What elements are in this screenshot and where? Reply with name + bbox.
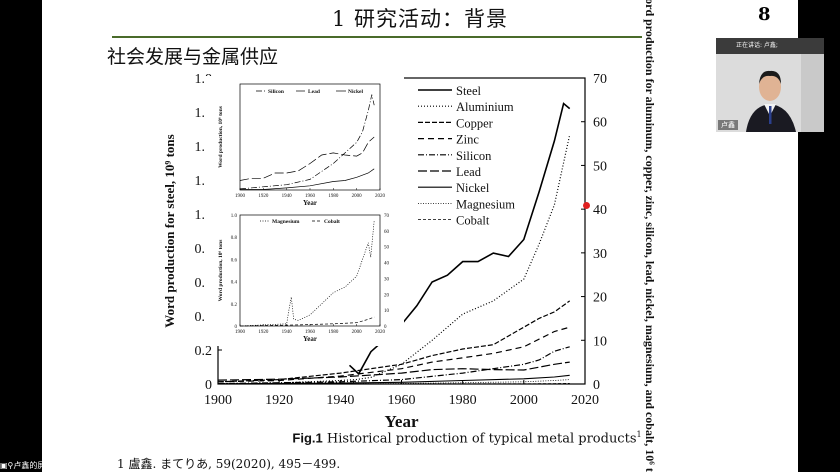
inset-y-tick-label-1-0: 1.0	[231, 214, 238, 219]
inset-y-right-tick-label-30: 30	[384, 277, 390, 282]
y-right-tick-label-10: 10	[593, 334, 607, 349]
laser-pointer	[583, 202, 590, 209]
y-right-tick-label-50: 50	[593, 159, 607, 174]
legend-label-nickel: Nickel	[456, 181, 490, 195]
share-status-label: 卢鑫的屏幕共享	[13, 461, 70, 470]
inset-y-axis-label: Word production, 10⁶ tons	[218, 106, 224, 168]
speaker-video	[716, 54, 824, 132]
inset-x-tick-label-1980: 1980	[328, 194, 339, 199]
caption-text: Historical production of typical metal p…	[322, 431, 637, 447]
legend-label-silicon: Silicon	[456, 149, 492, 163]
series-line-copper	[217, 300, 571, 383]
y-right-tick-label-30: 30	[593, 247, 607, 262]
legend-label-cobalt: Cobalt	[456, 214, 490, 228]
inset-x-axis-label: Year	[303, 199, 317, 207]
inset-y-tick-label-0-8: 0.8	[231, 236, 238, 241]
inset-series-line-magnesium	[239, 220, 375, 327]
screen-share-status[interactable]: ▣⚲卢鑫的屏幕共享	[0, 460, 110, 472]
y-right-tick-label-60: 60	[593, 116, 607, 131]
legend-label-steel: Steel	[456, 84, 482, 98]
inset-x-tick-label-1960: 1960	[305, 330, 316, 335]
production-chart: 1900 1920 1940 1960 1980 2000 202000.20.40.60.…	[162, 0, 657, 472]
share-status-icon: ▣⚲	[0, 461, 14, 470]
inset-legend-label-nickel: Nickel	[348, 89, 363, 95]
inset-legend-label-lead: Lead	[308, 89, 320, 95]
inset-background	[204, 207, 404, 346]
slide-title: 1 研究活动：背景	[331, 7, 509, 31]
y-right-tick-label-20: 20	[593, 291, 607, 306]
inset-y-right-tick-label-10: 10	[384, 309, 390, 314]
caption-ref: 1	[636, 430, 642, 439]
x-tick-label-1940: 1940	[326, 393, 354, 408]
inset-y-axis-label: Word production, 10⁶ tons	[218, 240, 224, 302]
inset-y-right-tick-label-60: 60	[384, 230, 390, 235]
page-number: 8	[758, 4, 771, 25]
y-tick-label-0-2: 0.2	[195, 344, 213, 359]
y-axis-label-right: Word production for aluminum, copper, zi…	[643, 0, 657, 472]
y-right-tick-label-0: 0	[593, 378, 600, 393]
inset-y-tick-label-0: 0	[235, 325, 238, 330]
presentation-slide: 1 研究活动：背景 8 社会发展与金属供应 1900 1920 1940 1960 19…	[42, 0, 798, 472]
inset-x-tick-label-2000: 2000	[352, 194, 363, 199]
inset-x-tick-label-2020: 2020	[375, 330, 386, 335]
caption-label: Fig.1	[292, 430, 323, 446]
inset-x-tick-label-2020: 2020	[375, 194, 386, 199]
x-tick-label-1900: 1900	[204, 393, 232, 408]
series-line-cobalt	[217, 383, 570, 385]
inset-x-tick-label-1940: 1940	[282, 194, 293, 199]
inset-series-line-lead	[239, 136, 375, 181]
speaker-name: 卢鑫	[718, 120, 738, 130]
inset-legend-label-cobalt: Cobalt	[324, 219, 340, 225]
inset-x-tick-label-1940: 1940	[282, 330, 293, 335]
legend-label-aluminium: Aluminium	[456, 100, 514, 114]
figure-caption: Fig.1 Historical production of typical m…	[42, 430, 840, 446]
series-line-nickel	[217, 374, 570, 385]
legend-label-zinc: Zinc	[456, 133, 479, 147]
x-tick-label-2000: 2000	[510, 393, 538, 408]
inset-chart-magnesium-cobalt: 1900 1920 1940 1960 1980 2000 202000.20.40.60.…	[204, 207, 404, 346]
x-tick-label-1980: 1980	[449, 393, 477, 408]
inset-y-tick-label-0-6: 0.6	[231, 258, 238, 263]
slide-subtitle: 社会发展与金属供应	[107, 46, 279, 68]
inset-series-line-nickel	[240, 168, 375, 190]
y-right-tick-label-70: 70	[593, 72, 607, 87]
title-underline	[112, 36, 642, 38]
inset-x-tick-label-1900: 1900	[235, 330, 246, 335]
inset-x-tick-label-2000: 2000	[352, 330, 363, 335]
inset-y-right-tick-label-40: 40	[384, 262, 390, 267]
y-axis-label-left: Word production for steel, 10⁹ tons	[162, 134, 177, 327]
inset-series-line-cobalt	[239, 316, 375, 327]
inset-y-right-tick-label-20: 20	[384, 293, 390, 298]
y-tick-label-0: 0	[205, 378, 212, 393]
x-axis-label: Year	[385, 412, 419, 431]
series-line-silicon	[217, 346, 570, 385]
inset-x-axis-label: Year	[303, 335, 317, 343]
inset-y-right-tick-label-70: 70	[384, 214, 390, 219]
x-tick-label-1960: 1960	[388, 393, 416, 408]
speaker-video-panel[interactable]: 正在讲话: 卢鑫; 卢鑫	[716, 38, 824, 132]
inset-y-tick-label-0-2: 0.2	[231, 303, 238, 308]
inset-legend-label-silicon: Silicon	[268, 89, 284, 95]
x-tick-label-1920: 1920	[265, 393, 293, 408]
inset-series-line-silicon	[239, 94, 375, 190]
x-tick-label-2020: 2020	[571, 393, 599, 408]
inset-x-tick-label-1960: 1960	[305, 194, 316, 199]
legend-label-lead: Lead	[456, 165, 482, 179]
inset-chart-silicon-lead-nickel: 1900 1920 1940 1960 1980 2000 2020 Year Word pro…	[204, 76, 404, 210]
footnote: 1 盧鑫. まてりあ, 59(2020), 495－499.	[117, 457, 341, 471]
inset-x-tick-label-1900: 1900	[235, 194, 246, 199]
inset-x-tick-label-1920: 1920	[258, 194, 269, 199]
legend-label-copper: Copper	[456, 116, 494, 130]
speaking-indicator: 正在讲话: 卢鑫;	[716, 38, 824, 54]
inset-y-tick-label-0-4: 0.4	[231, 281, 238, 286]
inset-y-right-tick-label-0: 0	[384, 325, 387, 330]
y-right-tick-label-40: 40	[593, 203, 607, 218]
inset-x-tick-label-1980: 1980	[328, 330, 339, 335]
inset-legend-label-magnesium: Magnesium	[272, 219, 300, 225]
inset-x-tick-label-1920: 1920	[258, 330, 269, 335]
inset-y-right-tick-label-50: 50	[384, 246, 390, 251]
series-line-lead	[217, 361, 570, 381]
legend-label-magnesium: Magnesium	[456, 197, 515, 211]
